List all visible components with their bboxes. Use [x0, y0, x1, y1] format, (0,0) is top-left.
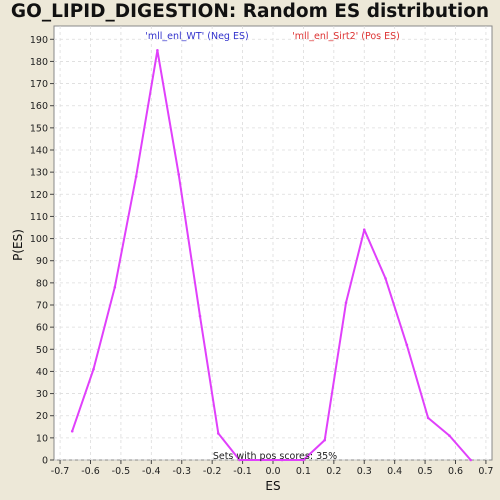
x-tick-label: -0.4 — [142, 466, 161, 477]
data-point — [238, 458, 241, 462]
series-lines — [70, 49, 473, 462]
y-tick-label: 120 — [30, 190, 48, 201]
y-tick-label: 180 — [30, 57, 48, 68]
data-point — [70, 429, 74, 433]
data-point — [302, 458, 305, 462]
data-point — [134, 175, 138, 178]
data-point — [156, 49, 159, 52]
data-point — [259, 458, 263, 462]
data-point — [113, 285, 117, 289]
legend-entry-pos: 'mll_enl_Sirt2' (Pos ES) — [292, 31, 400, 42]
data-point — [384, 277, 387, 280]
y-axis-title: P(ES) — [11, 229, 25, 261]
x-tick-label: -0.5 — [112, 466, 131, 477]
grid-lines — [54, 26, 492, 461]
y-tick-label: 150 — [30, 123, 48, 134]
x-tick-label: -0.2 — [203, 466, 222, 477]
data-point — [177, 173, 181, 176]
y-tick-label: 170 — [30, 79, 48, 90]
y-tick-label: 40 — [36, 367, 48, 378]
y-tick-label: 90 — [36, 256, 48, 267]
series-line — [71, 49, 472, 461]
axes: -0.7 -0.6 -0.5 -0.4 -0.3 -0.2 -0.1 0.0 0.1 0.2 0.3… — [30, 35, 494, 477]
y-tick-label: 0 — [42, 456, 48, 467]
x-tick-label: 0.6 — [448, 466, 463, 477]
x-tick-label: 0.0 — [265, 466, 280, 477]
x-tick-label: 0.4 — [387, 466, 402, 477]
x-tick-label: 0.1 — [296, 466, 311, 477]
data-point — [344, 301, 348, 305]
y-tick-label: 160 — [30, 101, 48, 112]
data-point — [92, 367, 95, 371]
y-tick-label: 130 — [30, 168, 48, 179]
x-tick-label: 0.3 — [357, 466, 372, 477]
chart-title: GO_LIPID_DIGESTION: Random ES distributi… — [10, 1, 490, 22]
y-tick-label: 50 — [36, 345, 48, 356]
x-tick-label: 0.5 — [418, 466, 433, 477]
y-tick-label: 80 — [36, 278, 48, 289]
x-tick-label: -0.7 — [51, 466, 70, 477]
data-point — [280, 458, 284, 462]
y-tick-label: 100 — [30, 234, 48, 245]
y-tick-label: 60 — [36, 323, 48, 334]
data-point — [362, 228, 366, 232]
y-tick-label: 30 — [36, 389, 48, 400]
x-tick-label: 0.2 — [326, 466, 341, 477]
data-point — [448, 434, 451, 437]
data-point — [426, 416, 430, 420]
y-tick-label: 190 — [30, 35, 48, 46]
legend-entry-neg: 'mll_enl_WT' (Neg ES) — [145, 31, 248, 42]
data-point — [405, 343, 409, 347]
x-tick-label: -0.6 — [81, 466, 100, 477]
x-axis-title: ES — [265, 479, 280, 493]
y-tick-label: 70 — [36, 301, 48, 312]
y-tick-label: 20 — [36, 411, 48, 422]
data-point — [198, 314, 202, 318]
data-point — [216, 432, 220, 435]
y-tick-label: 110 — [30, 212, 48, 223]
x-tick-label: -0.3 — [172, 466, 191, 477]
data-point — [469, 458, 473, 462]
annotation-pos-scores: Sets with pos scores: 35% — [213, 451, 337, 462]
x-tick-label: -0.1 — [233, 466, 252, 477]
data-point — [323, 438, 327, 442]
y-tick-label: 10 — [36, 433, 48, 444]
x-tick-label: 0.7 — [478, 466, 493, 477]
y-tick-label: 140 — [30, 146, 48, 157]
